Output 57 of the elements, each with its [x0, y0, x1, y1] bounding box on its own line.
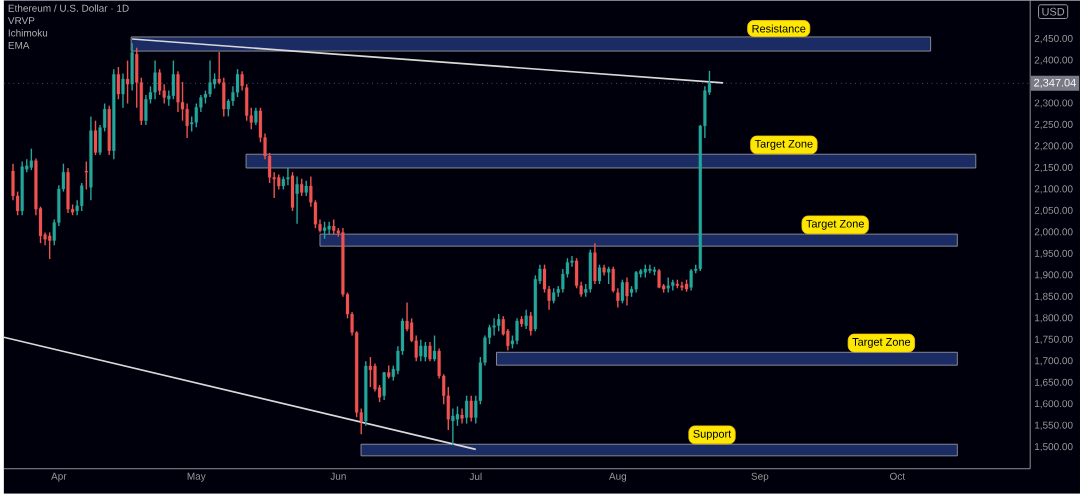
- y-tick-label: 1,750.00: [1034, 335, 1073, 345]
- candlestick: [588, 249, 592, 294]
- candlestick: [116, 66, 121, 101]
- y-tick-label: 1,800.00: [1034, 314, 1073, 323]
- candlestick: [158, 68, 162, 96]
- band-label: Support: [693, 430, 732, 441]
- candlestick: [529, 311, 533, 337]
- x-tick-label: Jun: [330, 472, 346, 480]
- candlestick: [93, 120, 98, 156]
- candlestick: [29, 148, 33, 171]
- y-tick-label: 1,850.00: [1034, 292, 1073, 302]
- y-tick-label: 1,550.00: [1034, 421, 1073, 431]
- x-tick-label: Sep: [751, 472, 769, 482]
- y-tick-label: 2,050.00: [1034, 206, 1073, 216]
- y-tick-label: 1,650.00: [1034, 378, 1073, 388]
- candlestick: [469, 395, 473, 423]
- candlestick: [423, 341, 427, 363]
- y-tick-label: 2,150.00: [1034, 164, 1073, 173]
- candlestick: [611, 266, 615, 294]
- band-label: Target Zone: [754, 140, 813, 151]
- y-tick-label: 1,900.00: [1034, 271, 1073, 280]
- x-tick-label: Oct: [890, 472, 905, 480]
- x-tick-label: Aug: [608, 472, 627, 482]
- ref-line-label: 2,347.04: [1034, 78, 1076, 89]
- y-tick-label: 2,400.00: [1034, 56, 1073, 65]
- annotation: Ichimoku: [8, 29, 48, 37]
- x-tick-label: Jul: [469, 472, 482, 481]
- y-tick-label: 1,700.00: [1034, 357, 1073, 366]
- candlestick: [84, 160, 88, 191]
- y-tick-label: 1,600.00: [1034, 400, 1073, 409]
- y-tick-label: 1,500.00: [1034, 443, 1073, 452]
- band-label: Target Zone: [852, 338, 911, 349]
- y-tick-label: 2,300.00: [1034, 99, 1073, 108]
- y-tick-label: 2,250.00: [1034, 121, 1073, 130]
- candlestick: [465, 395, 469, 425]
- band-label: Resistance: [752, 24, 806, 33]
- x-tick-label: Apr: [51, 472, 67, 482]
- chart-title: Ethereum / U.S. Dollar · 1D: [8, 4, 129, 12]
- annotation: EMA: [8, 42, 30, 49]
- y-tick-label: 2,000.00: [1034, 228, 1073, 237]
- band-label: Target Zone: [806, 220, 864, 230]
- y-tick-label: 2,450.00: [1034, 35, 1073, 44]
- candlestick: [107, 105, 111, 156]
- x-tick-label: May: [187, 472, 206, 482]
- candlestick: [368, 356, 373, 388]
- y-tick-label: 2,200.00: [1034, 142, 1073, 151]
- annotation: VRVP: [7, 17, 35, 25]
- candlestick: [620, 279, 625, 305]
- candlestick: [597, 264, 602, 285]
- candlestick: [432, 335, 437, 363]
- y-tick-label: 1,950.00: [1034, 249, 1073, 259]
- candlestick: [125, 60, 130, 105]
- candlestick: [290, 171, 295, 212]
- y-axis-title: USD: [1042, 7, 1065, 16]
- y-tick-label: 2,100.00: [1034, 185, 1073, 194]
- candlestick: [171, 60, 175, 101]
- candlestick: [245, 83, 249, 122]
